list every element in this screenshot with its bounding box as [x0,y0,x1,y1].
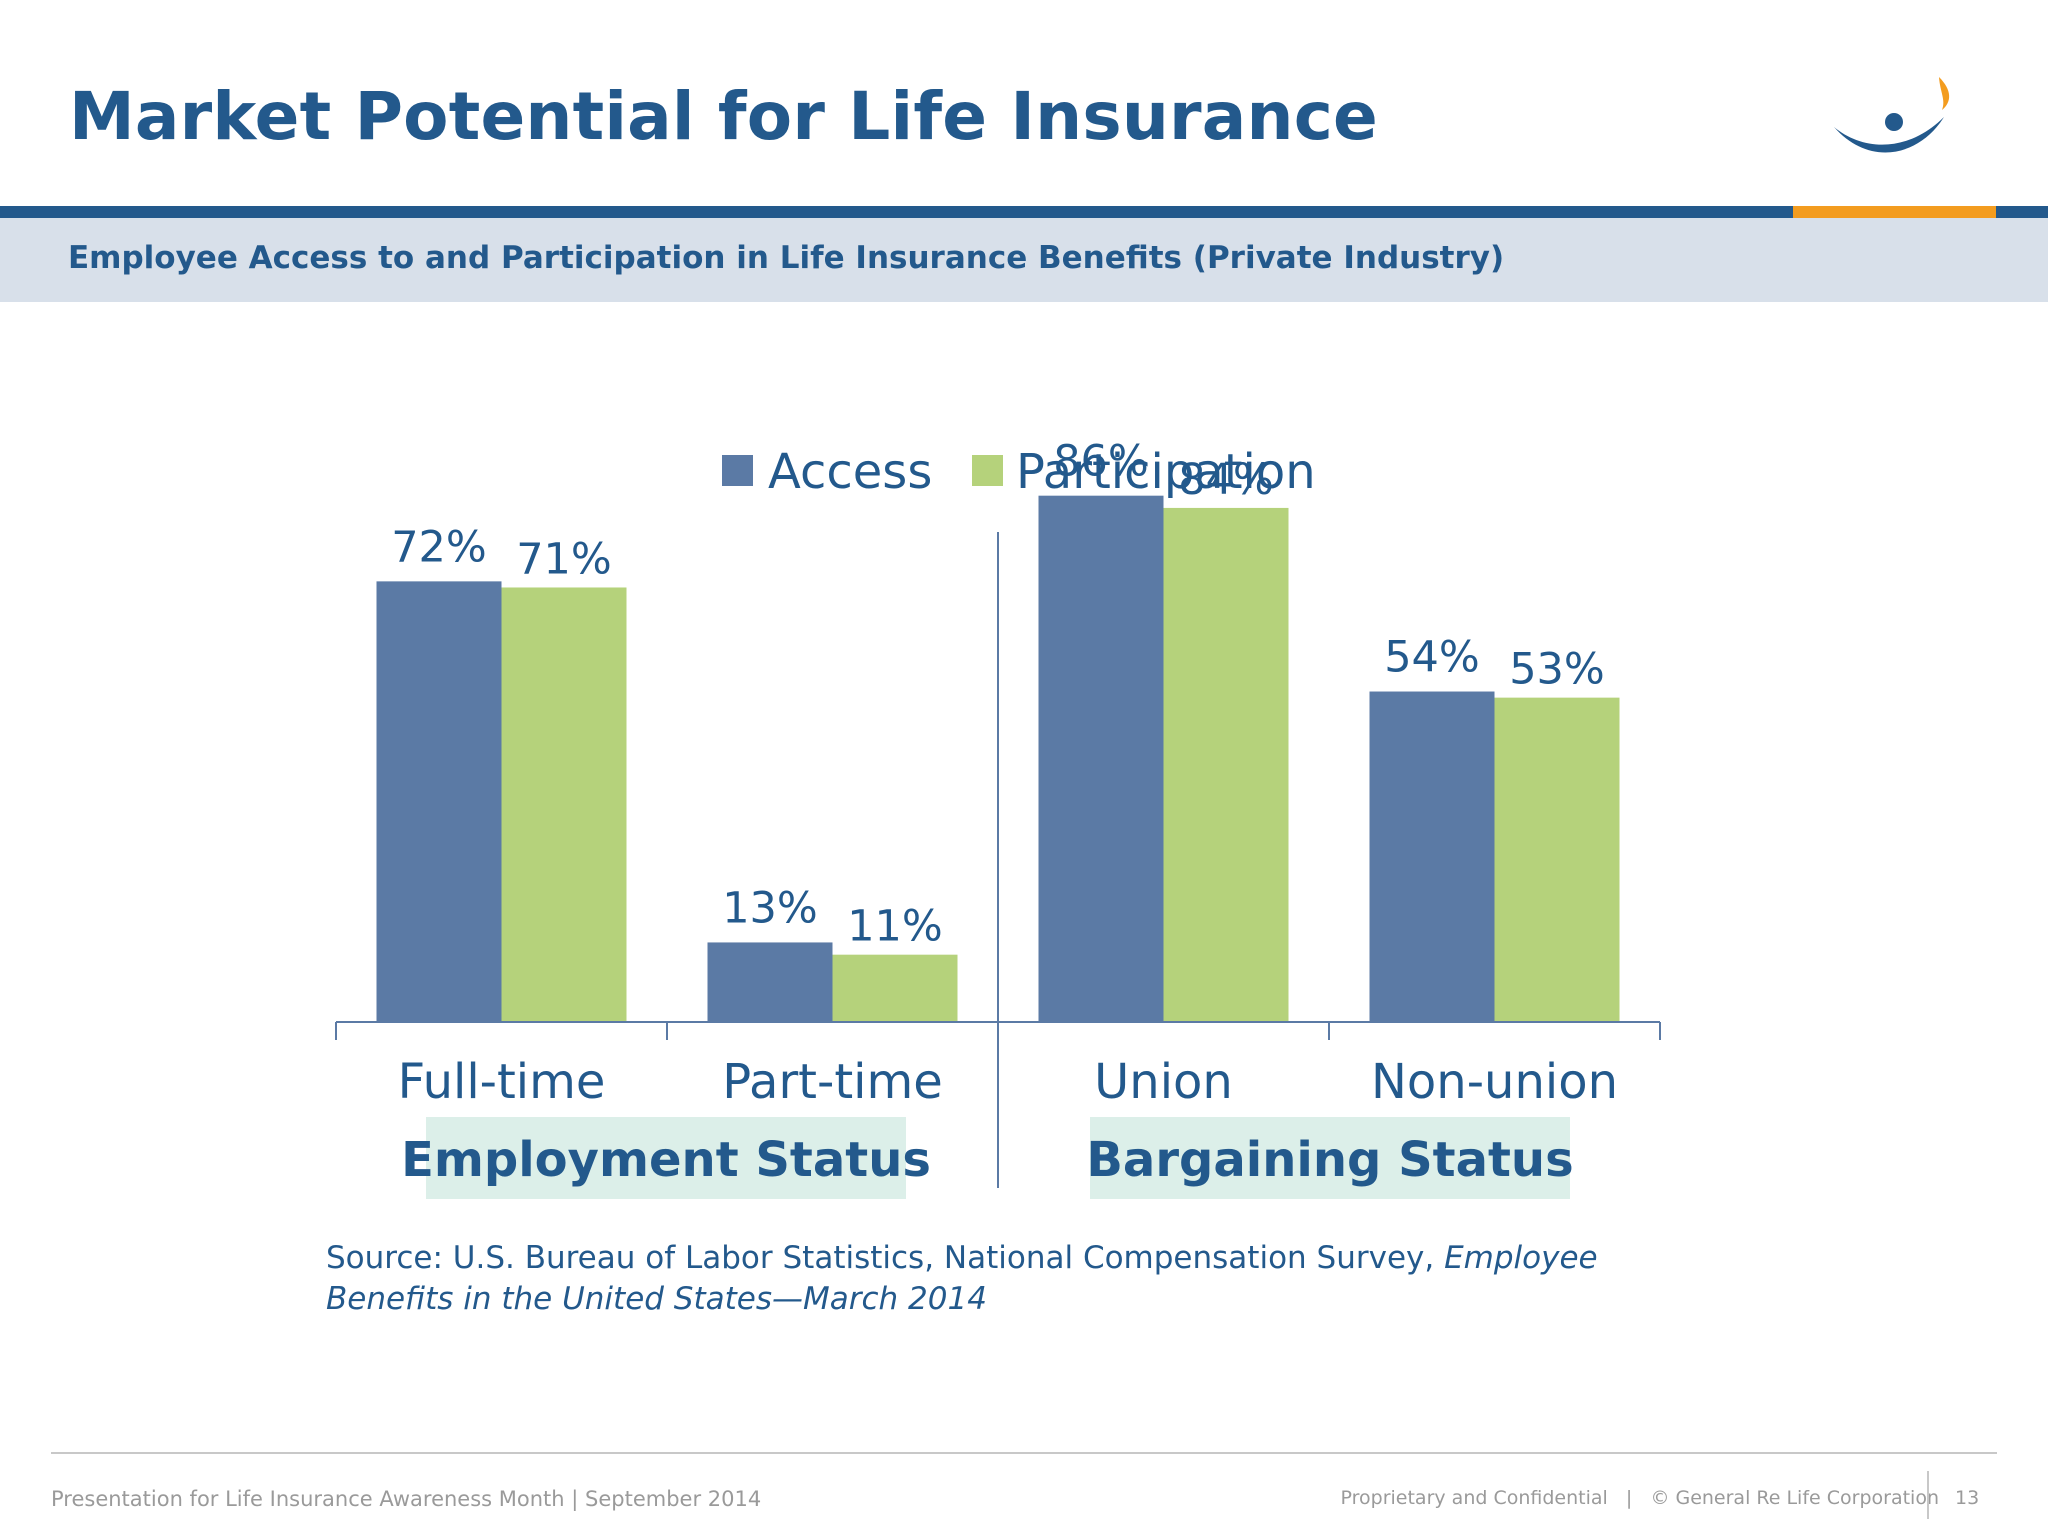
category-label-part-time: Part-time [722,1054,943,1110]
subtitle-band: Employee Access to and Participation in … [0,218,2048,302]
value-label-non-union-access: 54% [1384,633,1480,683]
value-label-full-time-participation: 71% [516,534,612,584]
page-title: Market Potential for Life Insurance [69,78,1378,155]
value-label-union-participation: 84% [1178,455,1274,505]
bar-non-union-participation [1494,697,1620,1022]
bars [376,495,1620,1022]
source-publication: Employee Benefits in the United States—M… [326,1240,1598,1317]
bar-full-time-access [376,581,502,1022]
value-label-part-time-participation: 11% [847,902,943,952]
x-axis [335,532,1661,1188]
header-accent-bar [1793,206,1996,218]
group-label-boxes [426,1117,1570,1199]
group-box-employment-status [426,1117,906,1199]
company-logo [1834,77,1950,153]
footer-divider [1927,1471,1929,1519]
legend-label-participation: Participation [1016,444,1316,500]
group-label-bargaining-status: Bargaining Status [1086,1132,1573,1188]
bar-union-access [1038,495,1164,1022]
bar-part-time-participation [832,954,958,1022]
group-label-employment-status: Employment Status [401,1132,931,1188]
legend-swatch-access [722,455,753,486]
header-rule [0,206,2048,218]
chart-subtitle: Employee Access to and Participation in … [68,240,1505,276]
page-number: 13 [1955,1487,1980,1509]
source-note: Source: U.S. Bureau of Labor Statistics,… [326,1238,1726,1320]
bar-union-participation [1163,507,1289,1022]
bar-part-time-access [707,942,833,1022]
category-label-full-time: Full-time [398,1054,606,1110]
value-label-full-time-access: 72% [391,522,487,572]
footer-confidentiality: Proprietary and Confidential | © General… [1340,1487,1940,1509]
category-labels: Full-time Part-time Union Non-union [398,1054,1618,1110]
footer-rule [51,1452,1997,1454]
legend-label-access: Access [768,444,932,500]
category-label-union: Union [1094,1054,1233,1110]
legend: Access Participation [722,444,1316,500]
value-label-part-time-access: 13% [722,883,818,933]
legend-swatch-participation [972,455,1003,486]
source-text: Source: U.S. Bureau of Labor Statistics,… [326,1240,1445,1276]
bar-full-time-participation [501,587,627,1022]
value-labels: 72% 71% 13% 11% 86% 84% 54% 53% [391,437,1605,952]
group-labels: Employment Status Bargaining Status [401,1132,1574,1188]
value-label-non-union-participation: 53% [1509,645,1605,695]
category-label-non-union: Non-union [1371,1054,1618,1110]
value-label-union-access: 86% [1053,437,1149,487]
group-box-bargaining-status [1090,1117,1570,1199]
footer-presentation-info: Presentation for Life Insurance Awarenes… [51,1487,762,1511]
bar-non-union-access [1369,691,1495,1022]
